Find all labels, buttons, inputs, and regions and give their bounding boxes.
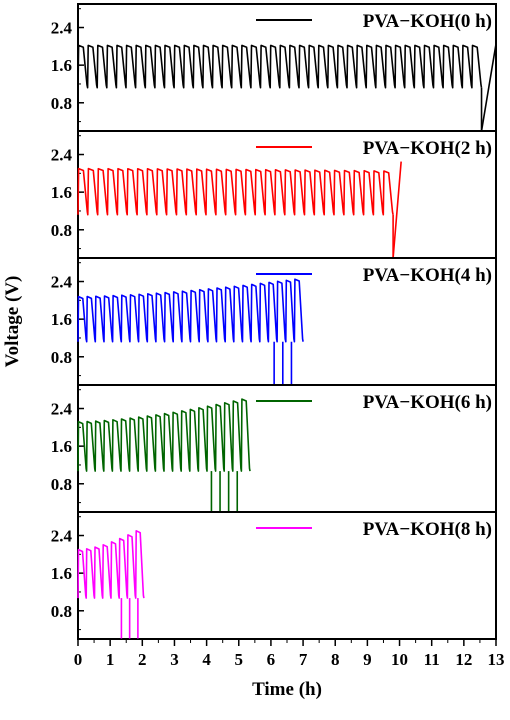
x-tick-label: 10 (391, 650, 408, 669)
x-tick-label: 12 (455, 650, 472, 669)
y-tick-label: 2.4 (51, 527, 73, 546)
x-tick-label: 11 (424, 650, 440, 669)
panel-2: 0.8 1.6 2.4 PVA−KOH(4 h) (51, 257, 497, 386)
series-line (77, 167, 394, 216)
x-tick-label: 7 (299, 650, 308, 669)
y-tick-label: 0.8 (51, 221, 72, 240)
recovery-tail (480, 43, 497, 132)
legend-label: PVA−KOH(8 h) (363, 519, 492, 540)
panel-0: 0.8 1.6 2.4 PVA−KOH(0 h) (51, 3, 497, 132)
x-axis: 0 1 2 3 4 5 6 7 8 9 10 11 12 13 (74, 639, 505, 669)
series-line (77, 530, 145, 599)
x-tick-label: 1 (106, 650, 115, 669)
panel-3: 0.8 1.6 2.4 PVA−KOH(6 h) (51, 384, 497, 513)
y-tick-label: 0.8 (51, 602, 72, 621)
y-tick-label: 0.8 (51, 348, 72, 367)
series-line (77, 278, 304, 343)
series-line (77, 44, 483, 89)
y-tick-label: 1.6 (51, 310, 72, 329)
y-tick-label: 2.4 (51, 273, 73, 292)
x-tick-label: 0 (74, 650, 83, 669)
y-tick-label: 0.8 (51, 475, 72, 494)
x-tick-label: 4 (202, 650, 211, 669)
x-tick-label: 8 (331, 650, 340, 669)
legend-label: PVA−KOH(6 h) (363, 392, 492, 413)
y-tick-label: 1.6 (51, 56, 72, 75)
y-tick-label: 0.8 (51, 94, 72, 113)
legend-label: PVA−KOH(4 h) (363, 265, 492, 286)
x-tick-label: 2 (138, 650, 147, 669)
x-tick-label: 5 (235, 650, 244, 669)
x-tick-label: 9 (363, 650, 372, 669)
panel-1: 0.8 1.6 2.4 PVA−KOH(2 h) (51, 130, 497, 259)
x-tick-label: 3 (170, 650, 179, 669)
panel-4: 0.8 1.6 2.4 PVA−KOH(8 h) (51, 511, 497, 640)
y-tick-label: 1.6 (51, 183, 72, 202)
y-tick-label: 2.4 (51, 400, 73, 419)
legend-label: PVA−KOH(2 h) (363, 138, 492, 159)
y-tick-label: 1.6 (51, 437, 72, 456)
y-axis-title: Voltage (V) (2, 276, 23, 368)
y-tick-label: 2.4 (51, 146, 73, 165)
recovery-tail (392, 161, 402, 259)
legend-label: PVA−KOH(0 h) (363, 11, 492, 32)
x-tick-label: 13 (488, 650, 505, 669)
series-line (77, 398, 251, 472)
y-tick-label: 1.6 (51, 564, 72, 583)
panel-stack: 0.8 1.6 2.4 PVA−KOH(0 h) 0.8 1.6 2.4 PVA−KOH(2 … (51, 3, 497, 640)
y-tick-label: 2.4 (51, 19, 73, 38)
x-axis-title: Time (h) (252, 679, 322, 700)
x-tick-label: 6 (267, 650, 276, 669)
